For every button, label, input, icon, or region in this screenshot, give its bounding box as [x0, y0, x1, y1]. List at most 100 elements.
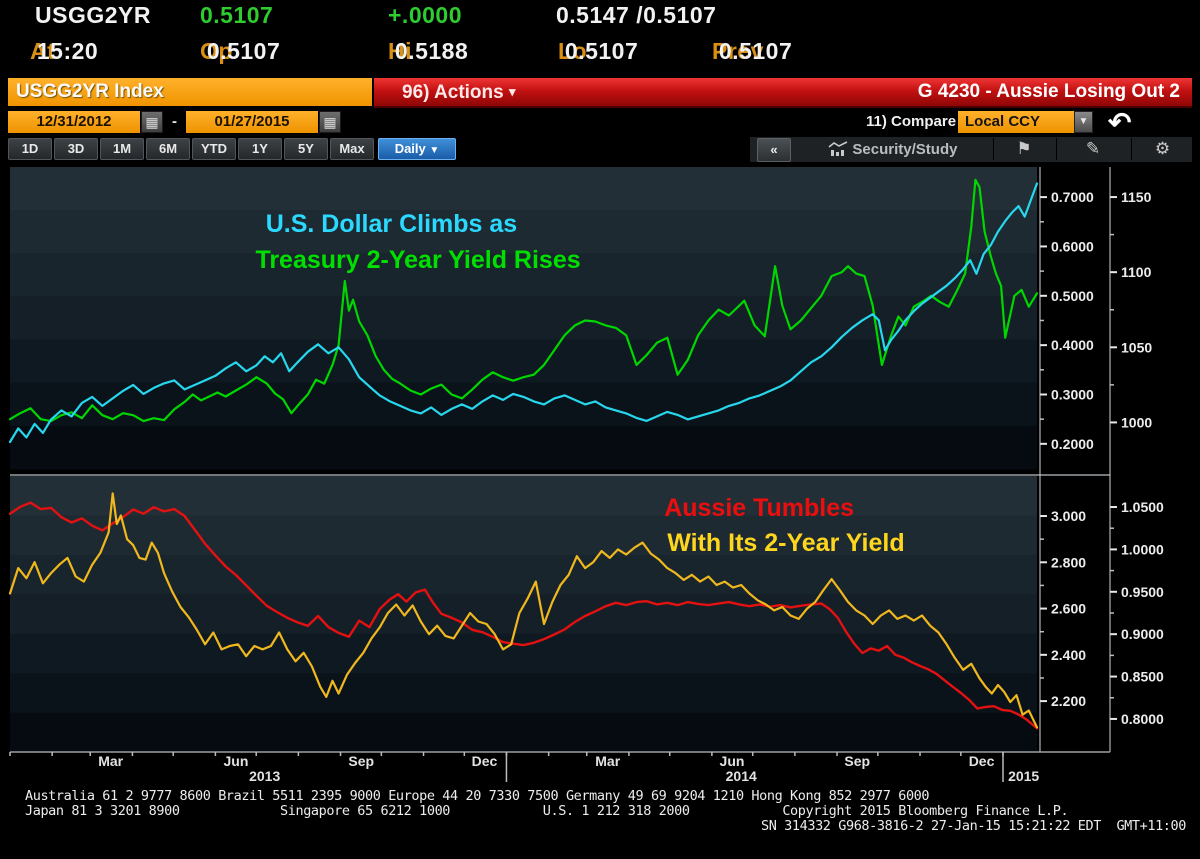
stat-hi: Hi 0.5188: [388, 38, 469, 64]
month-label: Mar: [98, 753, 123, 769]
chart-title: G 4230 - Aussie Losing Out 2: [917, 81, 1180, 102]
month-label: Sep: [844, 753, 870, 769]
axis-tick-label: 1100: [1121, 264, 1152, 280]
aussie-2yr-yield-line[interactable]: [8, 501, 1039, 730]
footer-contact-line: Australia 61 2 9777 8600 Brazil 5511 239…: [25, 788, 930, 804]
month-label: Jun: [720, 753, 745, 769]
background-band: [10, 210, 1037, 254]
axis-tick-label: 0.8500: [1121, 669, 1164, 685]
stat-lo: Lo 0.5107: [558, 38, 639, 64]
chevron-down-icon: ▼: [429, 145, 440, 156]
chart-annotation: Aussie Tumbles: [664, 494, 854, 522]
undo-icon[interactable]: ↶: [1108, 107, 1132, 138]
axis-tick-label: 0.2000: [1051, 436, 1094, 452]
security-field[interactable]: USGG2YR Index: [8, 78, 372, 106]
month-label: Mar: [595, 753, 620, 769]
currency-select[interactable]: Local CCY: [958, 111, 1074, 133]
year-label: 2015: [1008, 768, 1039, 784]
date-to-field[interactable]: 01/27/2015: [186, 111, 318, 133]
chart-annotation: Treasury 2-Year Yield Rises: [255, 246, 580, 274]
ticker-row-stats: At 15:20 Op 0.5107 Hi 0.5188 Lo 0.5107 Prev …: [0, 38, 1200, 74]
ticker-symbol: USGG2YR: [35, 2, 151, 28]
range-tab-1m[interactable]: 1M: [100, 138, 144, 160]
last-price: 0.5107: [200, 2, 274, 28]
axis-tick-label: 1150: [1121, 189, 1152, 205]
chart-icon: [828, 141, 847, 156]
chart-annotation: With Its 2-Year Yield: [667, 529, 904, 557]
month-label: Jun: [223, 753, 248, 769]
axis-tick-label: 0.7000: [1051, 189, 1094, 205]
security-study-button[interactable]: Security/Study: [794, 138, 990, 160]
aud-currency-axis: 1.0500 1.0000 0.9500 0.9000 0.8500 0.8000: [1110, 499, 1164, 727]
date-from-field[interactable]: 12/31/2012: [8, 111, 140, 133]
year-label: 2013: [249, 768, 280, 784]
range-tab-1y[interactable]: 1Y: [238, 138, 282, 160]
axis-tick-label: 2.800: [1051, 554, 1086, 570]
title-bar: USGG2YR Index 96) Actions ▾ G 4230 - Aus…: [0, 78, 1200, 108]
background-band: [10, 167, 1037, 211]
compare-button[interactable]: 11) Compare: [866, 113, 957, 130]
aud-exchange-rate-line[interactable]: [8, 492, 1039, 729]
us-dollar-index-line[interactable]: [8, 182, 1039, 444]
ticker-row-primary: USGG2YR 0.5107 +.0000 0.5147 /0.5107: [0, 2, 1200, 38]
axis-tick-label: 2.200: [1051, 693, 1086, 709]
calendar-icon[interactable]: ▦: [319, 111, 341, 133]
chart-svg[interactable]: 0.7000 0.6000 0.5000 0.4000 0.3000 0.2000 1150…: [0, 164, 1200, 788]
axis-tick-label: 1000: [1121, 414, 1152, 430]
actions-label: 96) Actions: [402, 82, 504, 103]
background-band: [10, 476, 1037, 516]
x-axis: Mar Jun Sep Dec Mar Jun Sep Dec 2013 2014 2015: [9, 752, 1039, 784]
date-range-separator: -: [172, 113, 177, 130]
month-label: Sep: [348, 753, 374, 769]
chevron-down-icon: ▾: [509, 84, 516, 99]
calendar-icon[interactable]: ▦: [141, 111, 163, 133]
range-tab-ytd[interactable]: YTD: [192, 138, 236, 160]
month-label: Dec: [969, 753, 995, 769]
axis-tick-label: 3.000: [1051, 508, 1086, 524]
axis-tick-label: 0.8000: [1121, 711, 1164, 727]
background-band: [10, 253, 1037, 297]
actions-menu-button[interactable]: 96) Actions ▾: [402, 79, 516, 105]
price-change: +.0000: [388, 2, 462, 28]
range-tab-5y[interactable]: 5Y: [284, 138, 328, 160]
range-tabs-row: 1D 3D 1M 6M YTD 1Y 5Y Max Daily ▼ « Security/St…: [0, 137, 1200, 162]
axis-tick-label: 1.0000: [1121, 541, 1164, 557]
range-tab-6m[interactable]: 6M: [146, 138, 190, 160]
period-select[interactable]: Daily ▼: [378, 138, 456, 160]
background-band: [10, 425, 1037, 470]
settings-gear-icon[interactable]: ⚙: [1131, 138, 1193, 160]
collapse-button[interactable]: «: [757, 138, 791, 162]
stat-at: At 15:20: [30, 38, 99, 64]
year-label: 2014: [726, 768, 757, 784]
axis-tick-label: 0.4000: [1051, 337, 1094, 353]
axis-tick-label: 2.600: [1051, 601, 1086, 617]
axis-tick-label: 0.3000: [1051, 386, 1094, 402]
background-band: [10, 515, 1037, 556]
month-label: Dec: [472, 753, 498, 769]
range-tab-max[interactable]: Max: [330, 138, 374, 160]
chart-annotation: U.S. Dollar Climbs as: [266, 210, 517, 238]
bottom-panel: 3.000 2.800 2.600 2.400 2.200 1.0500 1.0000 0.9…: [8, 476, 1164, 753]
background-band: [10, 296, 1037, 341]
range-tab-3d[interactable]: 3D: [54, 138, 98, 160]
axis-tick-label: 0.9000: [1121, 626, 1164, 642]
period-label: Daily: [394, 141, 426, 156]
axis-tick-label: 0.5000: [1051, 288, 1094, 304]
axis-tick-label: 2.400: [1051, 647, 1086, 663]
chart-area[interactable]: 0.7000 0.6000 0.5000 0.4000 0.3000 0.2000 1150…: [0, 164, 1200, 788]
footer-copyright-line: Japan 81 3 3201 8900 Singapore 65 6212 1…: [25, 803, 1069, 819]
background-band: [10, 339, 1037, 384]
bid-ask: 0.5147 /0.5107: [556, 2, 717, 28]
us-2y-yield-axis: 0.7000 0.6000 0.5000 0.4000 0.3000 0.2000: [1040, 189, 1094, 452]
stat-op: Op 0.5107: [200, 38, 281, 64]
top-panel: 0.7000 0.6000 0.5000 0.4000 0.3000 0.2000 1150…: [8, 167, 1152, 470]
flag-icon[interactable]: ⚑: [993, 138, 1054, 160]
chart-header-strip: 96) Actions ▾ G 4230 - Aussie Losing Out…: [374, 78, 1192, 108]
axis-tick-label: 0.9500: [1121, 584, 1164, 600]
background-band: [10, 554, 1037, 595]
stat-prev: Prev 0.5107: [712, 38, 793, 64]
annotate-icon[interactable]: ✎: [1056, 138, 1129, 160]
currency-dropdown-arrow[interactable]: ▼: [1074, 111, 1093, 133]
range-tab-1d[interactable]: 1D: [8, 138, 52, 160]
